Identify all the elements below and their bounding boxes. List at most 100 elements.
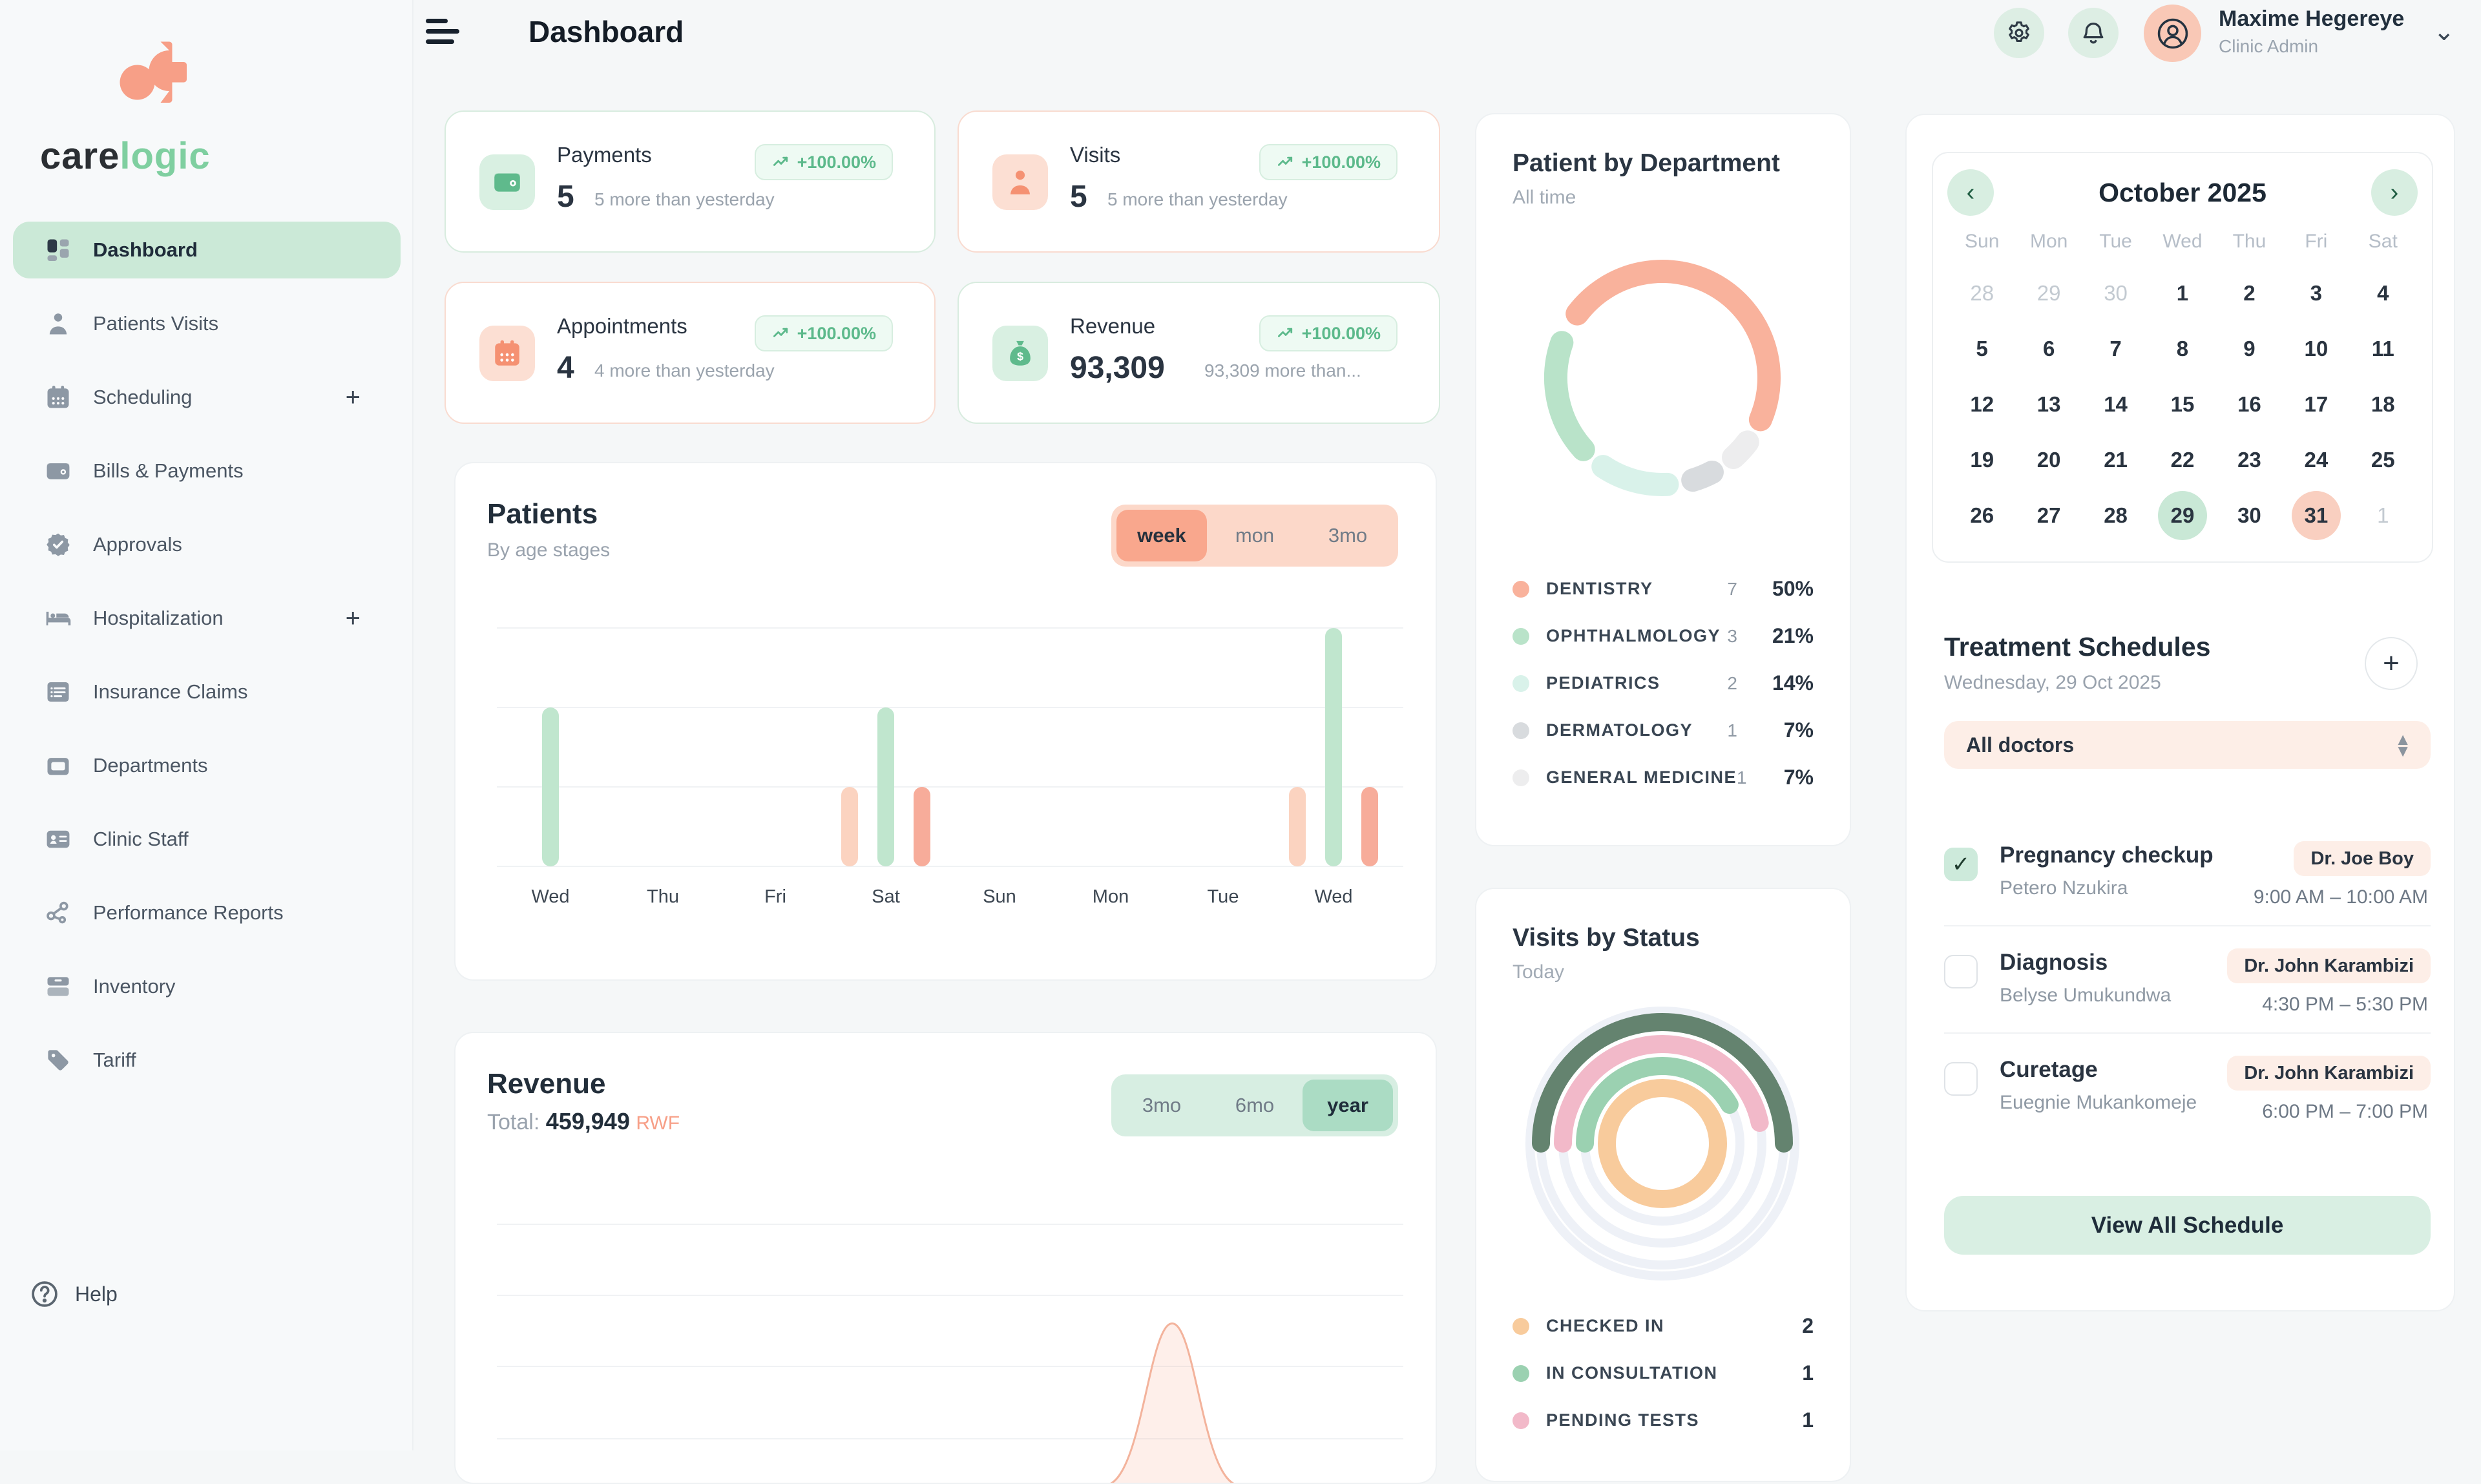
calendar-day[interactable]: 29	[2157, 491, 2207, 540]
revenue-total: Total: 459,949 RWF	[487, 1108, 680, 1134]
sidebar-item-bills-payments[interactable]: Bills & Payments	[13, 443, 401, 499]
patients-toggle-3mo[interactable]: 3mo	[1328, 524, 1368, 547]
legend-percent: 21%	[1772, 624, 1814, 647]
schedule-date: Wednesday, 29 Oct 2025	[1944, 672, 2161, 693]
calendar-day[interactable]: 28	[2104, 503, 2128, 527]
calendar-day[interactable]: 21	[2104, 448, 2128, 472]
stat-title: Appointments	[557, 314, 687, 338]
schedule-checkbox[interactable]	[1944, 1062, 1978, 1096]
view-all-schedule-button[interactable]: View All Schedule	[1944, 1196, 2431, 1255]
add-schedule-button[interactable]: +	[2365, 637, 2418, 690]
calendar-day[interactable]: 1	[2176, 281, 2189, 305]
expand-plus-icon[interactable]: +	[345, 383, 361, 412]
stat-value: 93,309	[1070, 351, 1165, 385]
sidebar-item-approvals[interactable]: Approvals	[13, 516, 401, 573]
calendar-day[interactable]: 28	[1970, 281, 1994, 305]
calendar-day[interactable]: 9	[2243, 337, 2256, 361]
calendar-day[interactable]: 10	[2304, 337, 2329, 361]
calendar-day[interactable]: 25	[2371, 448, 2395, 472]
money-bag-icon: $	[992, 326, 1048, 381]
calendar-day[interactable]: 13	[2036, 392, 2061, 416]
notifications-button[interactable]	[2068, 8, 2119, 58]
calendar-day[interactable]: 14	[2104, 392, 2128, 416]
sidebar-item-dashboard[interactable]: Dashboard	[13, 222, 401, 278]
revenue-toggle-year[interactable]: year	[1303, 1080, 1393, 1131]
calendar-day[interactable]: 27	[2036, 503, 2061, 527]
calendar-day[interactable]: 20	[2036, 448, 2061, 472]
sidebar-item-label: Tariff	[93, 1049, 136, 1071]
settings-button[interactable]	[1994, 8, 2044, 58]
legend-dot	[1513, 627, 1529, 645]
chevron-down-icon[interactable]: ⌄	[2433, 17, 2455, 46]
schedule-item-patient: Petero Nzukira	[2000, 877, 2128, 899]
sidebar-item-scheduling[interactable]: Scheduling +	[13, 369, 401, 426]
sidebar-item-label: Patients Visits	[93, 312, 219, 335]
schedule-item-doctor-badge: Dr. John Karambizi	[2227, 1056, 2431, 1091]
avatar[interactable]	[2144, 5, 2201, 62]
calendar-day[interactable]: 8	[2176, 337, 2189, 361]
calendar-day[interactable]: 30	[2237, 503, 2261, 527]
schedule-item: Curetage Euegnie Mukankomeje Dr. John Kara…	[1944, 1034, 2431, 1140]
svg-text:Thu: Thu	[647, 886, 679, 907]
calendar-prev-button[interactable]: ‹	[1947, 169, 1994, 216]
schedule-item-doctor-badge: Dr. Joe Boy	[2294, 841, 2431, 876]
calendar-day[interactable]: 1	[2377, 503, 2389, 527]
sidebar-item-tariff[interactable]: Tariff	[13, 1032, 401, 1089]
trend-up-icon	[771, 152, 791, 172]
boxes-icon	[44, 972, 72, 1001]
revenue-total-value: 459,949	[545, 1108, 630, 1134]
stat-card-payments: Payments +100.00% 5 5 more than yesterday	[445, 110, 936, 253]
calendar-day[interactable]: 31	[2291, 491, 2341, 540]
schedule-checkbox[interactable]	[1944, 955, 1978, 988]
bed-icon	[44, 604, 72, 632]
patients-toggle-week[interactable]: week	[1116, 510, 1207, 561]
calendar-day[interactable]: 11	[2371, 337, 2394, 361]
calendar-day[interactable]: 5	[1976, 337, 1988, 361]
sidebar-item-hospitalization[interactable]: Hospitalization +	[13, 590, 401, 647]
calendar-day[interactable]: 3	[2310, 281, 2323, 305]
calendar-day[interactable]: 19	[1970, 448, 1994, 472]
revenue-toggle-6mo[interactable]: 6mo	[1235, 1094, 1275, 1116]
sidebar-item-inventory[interactable]: Inventory	[13, 958, 401, 1015]
calendar-day[interactable]: 15	[2170, 392, 2195, 416]
calendar-day[interactable]: 2	[2243, 281, 2256, 305]
stat-sub-text: 5 more than yesterday	[1107, 189, 1288, 209]
calendar-day[interactable]: 26	[1970, 503, 1994, 527]
schedule-item-time: 9:00 AM – 10:00 AM	[2253, 886, 2428, 908]
sidebar-help[interactable]: Help	[28, 1278, 118, 1310]
doctor-filter-value: All doctors	[1966, 733, 2075, 757]
sidebar-item-departments[interactable]: Departments	[13, 737, 401, 794]
calendar-day[interactable]: 7	[2109, 337, 2122, 361]
calendar-day[interactable]: 18	[2371, 392, 2395, 416]
sidebar-item-performance-reports[interactable]: Performance Reports	[13, 884, 401, 941]
schedule-checkbox[interactable]: ✓	[1944, 848, 1978, 881]
sidebar-item-patients-visits[interactable]: Patients Visits	[13, 295, 401, 352]
patients-range-toggle: week mon 3mo	[1111, 505, 1398, 567]
doctor-filter-select[interactable]: All doctors ▲ ▼	[1944, 721, 2431, 769]
patients-toggle-mon[interactable]: mon	[1235, 524, 1275, 547]
calendar-day[interactable]: 24	[2304, 448, 2329, 472]
calendar-day[interactable]: 17	[2304, 392, 2329, 416]
calendar-row: 5 6 7 8 9 10 11	[1949, 324, 2416, 374]
calendar-day[interactable]: 6	[2042, 337, 2055, 361]
calendar-day[interactable]: 23	[2237, 448, 2261, 472]
calendar-day[interactable]: 4	[2377, 281, 2389, 305]
menu-toggle-button[interactable]	[426, 19, 462, 48]
calendar-day[interactable]: 12	[1970, 392, 1994, 416]
calendar-day[interactable]: 16	[2237, 392, 2261, 416]
sidebar-item-insurance-claims[interactable]: Insurance Claims	[13, 664, 401, 720]
calendar-day[interactable]: 22	[2170, 448, 2195, 472]
calendar-day[interactable]: 30	[2104, 281, 2128, 305]
revenue-toggle-3mo[interactable]: 3mo	[1142, 1094, 1182, 1116]
legend-label: PEDIATRICS	[1546, 673, 1660, 693]
patients-chart-card: Patients By age stages week mon 3mo Wed Thu…	[454, 462, 1437, 981]
sidebar-item-clinic-staff[interactable]: Clinic Staff	[13, 811, 401, 868]
help-icon	[28, 1278, 61, 1310]
stat-title: Payments	[557, 143, 652, 167]
visits-legend: CHECKED IN 2 IN CONSULTATION 1 PENDING TESTS…	[1513, 1302, 1814, 1444]
patients-subtitle: By age stages	[487, 539, 611, 561]
calendar-next-button[interactable]: ›	[2371, 169, 2418, 216]
expand-plus-icon[interactable]: +	[345, 604, 361, 632]
list-icon	[44, 678, 72, 706]
calendar-day[interactable]: 29	[2036, 281, 2061, 305]
